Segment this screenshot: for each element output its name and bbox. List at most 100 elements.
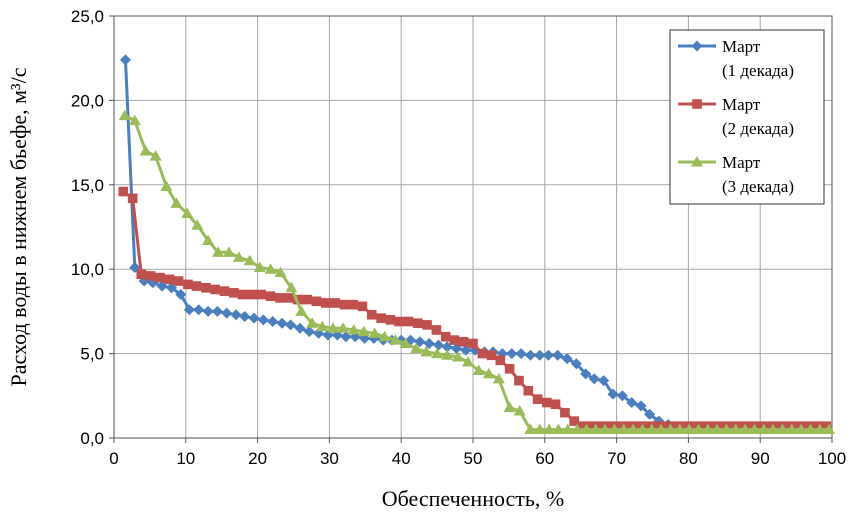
data-point [201, 282, 211, 293]
data-point [774, 421, 785, 431]
data-point [626, 397, 638, 409]
data-point [181, 207, 194, 218]
data-point [482, 367, 495, 379]
data-point [399, 337, 412, 348]
data-point [366, 309, 377, 320]
data-point [756, 421, 766, 431]
data-point [253, 261, 266, 273]
data-point [580, 423, 593, 435]
x-tick-label: 70 [607, 449, 626, 468]
data-point [765, 421, 776, 431]
data-point [420, 345, 433, 357]
series-3 [118, 109, 836, 435]
data-point [552, 423, 565, 435]
data-point [267, 316, 279, 328]
data-point [212, 246, 225, 257]
data-point [616, 390, 628, 402]
legend-label: (1 декада) [722, 61, 794, 80]
x-tick-label: 0 [109, 449, 118, 468]
data-point [183, 279, 193, 290]
data-point [221, 307, 233, 319]
data-point [653, 421, 664, 431]
data-point [394, 316, 404, 327]
data-point [276, 317, 288, 329]
data-point [330, 298, 340, 308]
data-point [339, 299, 350, 310]
data-point [440, 331, 451, 342]
data-point [673, 423, 686, 435]
data-point [285, 281, 298, 293]
data-point [468, 338, 478, 349]
data-point [477, 348, 488, 359]
data-point [451, 350, 464, 362]
data-point [337, 322, 350, 333]
data-point [183, 304, 195, 316]
data-point [422, 320, 432, 330]
data-point [389, 334, 402, 345]
data-point [136, 269, 147, 280]
data-point [264, 263, 277, 274]
data-point [813, 423, 826, 435]
x-tick-label: 80 [679, 449, 698, 468]
data-point [441, 349, 454, 360]
data-point [368, 327, 381, 338]
data-point [191, 219, 204, 230]
data-point [376, 313, 386, 323]
legend-label: (3 декада) [722, 177, 794, 196]
data-point [191, 281, 202, 291]
y-tick-label: 10,0 [71, 260, 104, 279]
data-point [692, 423, 705, 435]
data-point [145, 271, 156, 281]
data-point [412, 318, 423, 329]
data-point [347, 323, 360, 335]
data-point [664, 423, 677, 435]
legend-marker-1 [691, 40, 703, 52]
data-point [560, 407, 570, 418]
data-point [672, 421, 682, 431]
data-point [821, 421, 832, 431]
data-point [598, 375, 610, 387]
data-point [739, 423, 752, 435]
data-point [561, 353, 573, 365]
data-point [265, 291, 276, 302]
data-point [737, 421, 748, 431]
data-point [160, 180, 173, 191]
data-point [701, 423, 714, 435]
data-point [748, 423, 761, 435]
data-point [597, 421, 608, 431]
data-point [523, 385, 534, 396]
data-point [784, 421, 794, 431]
data-point [503, 401, 516, 413]
series-line-2 [122, 190, 827, 428]
x-axis-title: Обеспеченность, % [382, 486, 565, 511]
data-point [767, 423, 780, 435]
y-tick-label: 15,0 [71, 176, 104, 195]
x-axis: 0 10 20 30 40 50 60 70 80 90 100 [109, 438, 846, 468]
data-point [599, 423, 612, 435]
data-point [681, 421, 692, 431]
data-point [795, 423, 808, 435]
data-point [746, 421, 757, 431]
data-point [543, 423, 556, 435]
data-point [357, 325, 370, 337]
data-point [461, 356, 474, 367]
data-point [222, 246, 235, 257]
x-tick-label: 30 [320, 449, 339, 468]
data-point [326, 322, 339, 333]
data-point [433, 339, 445, 351]
data-point [802, 421, 813, 431]
data-point [552, 349, 564, 361]
data-point [410, 342, 423, 354]
data-point [311, 296, 322, 307]
data-point [239, 310, 251, 322]
data-point [247, 289, 257, 300]
data-point [316, 320, 329, 332]
y-tick-label: 5,0 [80, 345, 104, 364]
data-point [711, 423, 724, 435]
legend-label: Март [722, 37, 761, 56]
data-point [357, 301, 368, 312]
data-point [550, 399, 561, 410]
data-point [636, 423, 649, 435]
data-point [542, 349, 554, 361]
